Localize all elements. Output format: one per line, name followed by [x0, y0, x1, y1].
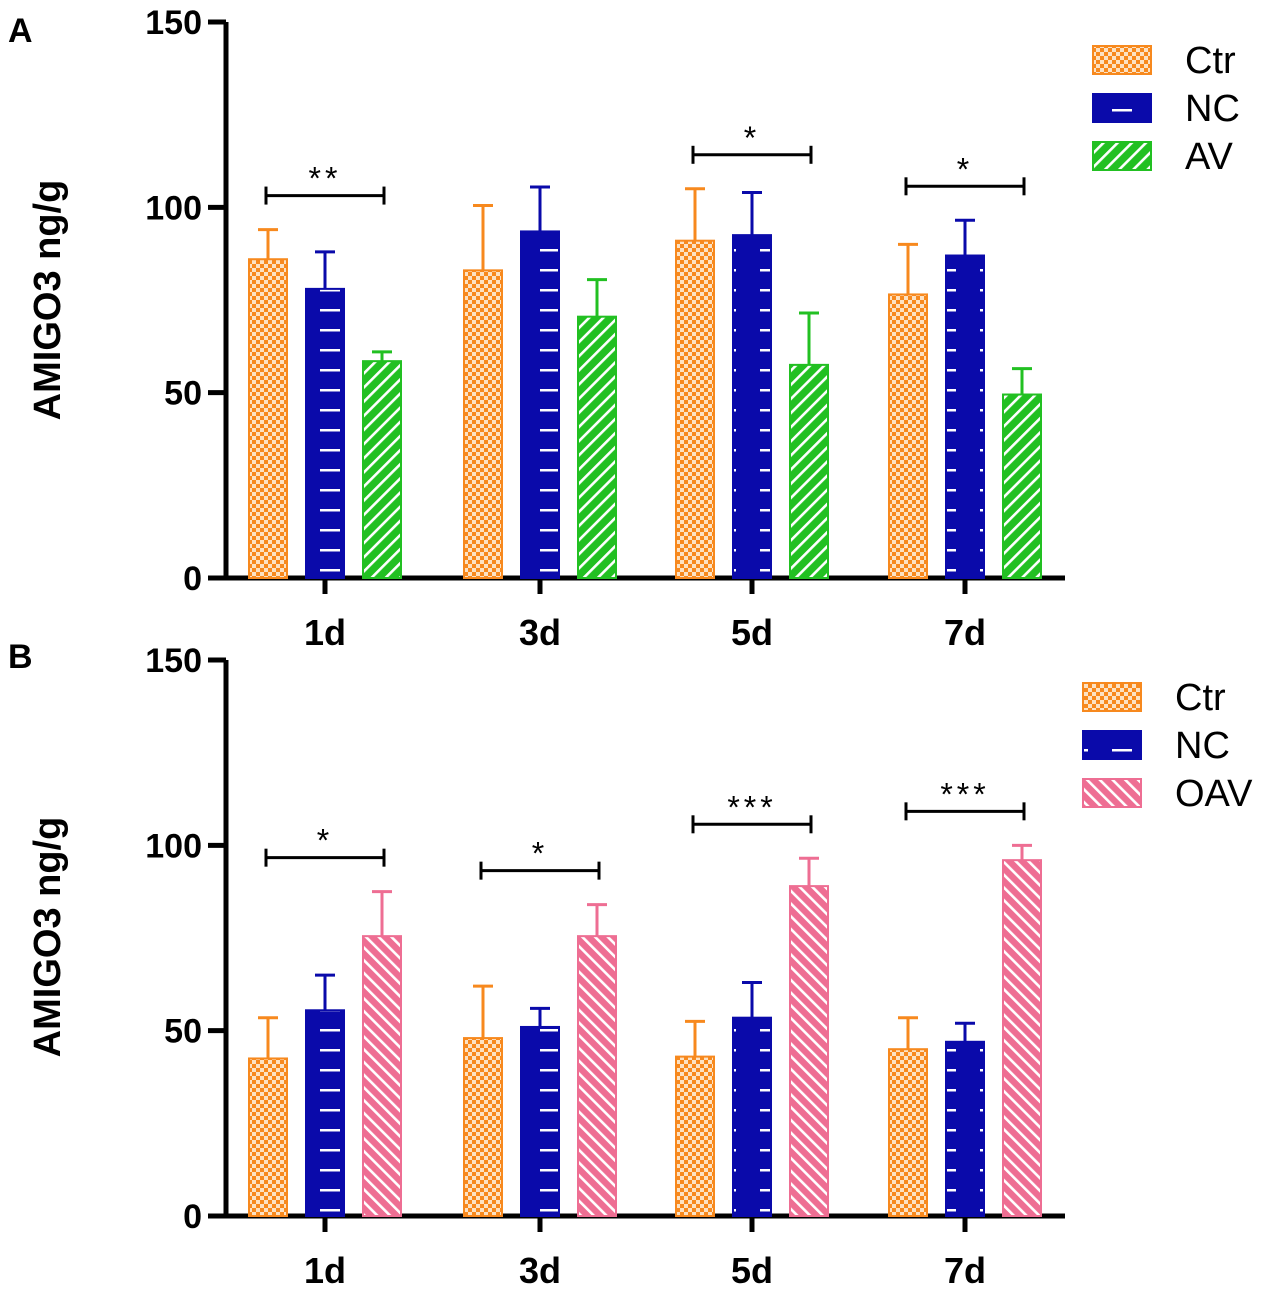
legend-swatch-ctr: [1092, 45, 1152, 75]
sig-label: *: [744, 120, 760, 156]
x-tick-label-5d: 5d: [731, 612, 773, 653]
panel-a-label: A: [8, 12, 33, 50]
bar-nc-5d: [732, 1016, 772, 1218]
legend-label-ctr: Ctr: [1185, 40, 1236, 82]
legend-label-ctr: Ctr: [1175, 677, 1226, 719]
legend-label-oav: OAV: [1175, 773, 1253, 815]
sig-label: **: [309, 161, 342, 197]
legend-swatch-nc: [1092, 93, 1152, 123]
legend-label-av: AV: [1185, 136, 1234, 178]
bar-oav-7d: [1002, 859, 1042, 1217]
bar-oav-1d: [362, 935, 402, 1217]
panel-b-label: B: [8, 638, 33, 676]
bar-ctr-1d: [248, 1057, 288, 1218]
bar-nc-3d: [520, 1025, 560, 1217]
bar-ctr-7d: [888, 293, 928, 579]
bar-nc-1d: [305, 287, 345, 579]
y-tick-label: 150: [145, 4, 202, 42]
legend-swatch-ctr: [1082, 682, 1142, 712]
legend-label-nc: NC: [1175, 725, 1230, 767]
y-tick-label: 0: [183, 560, 202, 598]
bar-oav-5d: [789, 885, 829, 1218]
bar-av-3d: [577, 315, 617, 579]
y-tick-label: 50: [164, 1013, 202, 1051]
sig-label: ***: [940, 776, 989, 812]
sig-label: ***: [727, 789, 776, 825]
x-tick-label-1d: 1d: [304, 612, 346, 653]
panel-a-ylabel: AMIGO3 ng/g: [27, 180, 69, 421]
sig-label: *: [957, 151, 973, 187]
bar-ctr-5d: [675, 1055, 715, 1217]
bar-ctr-3d: [463, 269, 503, 579]
x-tick-label-3d: 3d: [519, 1250, 561, 1289]
sig-label: *: [317, 823, 333, 859]
x-tick-label-3d: 3d: [519, 612, 561, 653]
y-tick-label: 0: [183, 1198, 202, 1236]
bar-nc-5d: [732, 234, 772, 579]
x-tick-label-7d: 7d: [944, 612, 986, 653]
sig-label: *: [532, 836, 548, 872]
bar-ctr-7d: [888, 1048, 928, 1217]
legend-swatch-nc: [1082, 730, 1142, 760]
x-tick-label-5d: 5d: [731, 1250, 773, 1289]
x-tick-label-7d: 7d: [944, 1250, 986, 1289]
bar-ctr-5d: [675, 239, 715, 579]
bar-nc-7d: [945, 254, 985, 580]
legend-swatch-oav: [1082, 778, 1142, 808]
legend-swatch-av: [1092, 141, 1152, 171]
bar-oav-3d: [577, 935, 617, 1217]
bar-ctr-1d: [248, 258, 288, 579]
bar-av-5d: [789, 363, 829, 579]
y-tick-label: 150: [145, 642, 202, 680]
y-tick-label: 100: [145, 827, 202, 865]
legend-label-nc: NC: [1185, 88, 1240, 130]
bar-av-7d: [1002, 393, 1042, 579]
panel-b-ylabel: AMIGO3 ng/g: [27, 817, 69, 1058]
y-tick-label: 100: [145, 189, 202, 227]
y-tick-label: 50: [164, 375, 202, 413]
x-tick-label-1d: 1d: [304, 1250, 346, 1289]
bar-ctr-3d: [463, 1037, 503, 1217]
bar-nc-7d: [945, 1040, 985, 1217]
bar-nc-3d: [520, 230, 560, 579]
bar-av-1d: [362, 360, 402, 579]
bar-nc-1d: [305, 1009, 345, 1218]
